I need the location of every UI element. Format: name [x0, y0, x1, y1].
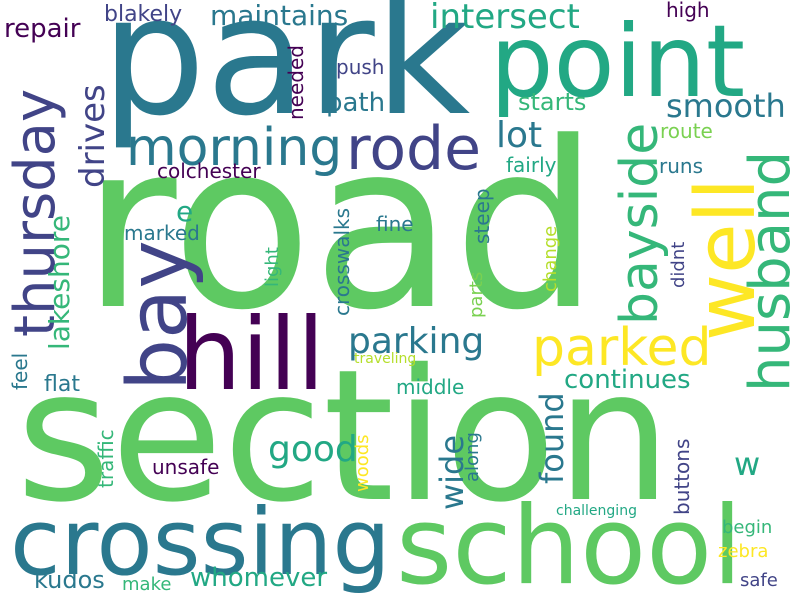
- word-w: w: [734, 445, 761, 483]
- word-morning: morning: [126, 118, 343, 178]
- word-school: school: [396, 484, 743, 600]
- word-section: section: [16, 330, 672, 542]
- word-fine: fine: [376, 212, 414, 236]
- word-park: park: [101, 0, 471, 152]
- word-middle: middle: [396, 375, 465, 399]
- word-rode: rode: [346, 114, 482, 184]
- word-smooth: smooth: [666, 87, 786, 125]
- word-change: change: [540, 225, 561, 292]
- word-hill: hill: [178, 296, 325, 413]
- word-make: make: [122, 574, 172, 595]
- word-found: found: [533, 392, 571, 484]
- word-bay: bay: [111, 240, 206, 391]
- word-zebra: zebra: [718, 541, 769, 562]
- word-maintains: maintains: [210, 0, 349, 32]
- word-repair: repair: [4, 14, 81, 44]
- word-point: point: [490, 3, 746, 120]
- word-high: high: [666, 0, 710, 22]
- word-fairly: fairly: [506, 153, 557, 177]
- word-challenging: challenging: [556, 503, 637, 519]
- word-flat: flat: [44, 372, 80, 397]
- word-along: along: [462, 432, 483, 482]
- word-needed: needed: [284, 45, 308, 120]
- word-traveling: traveling: [354, 351, 417, 367]
- word-lakeshore: lakeshore: [43, 215, 76, 350]
- word-drives: drives: [73, 84, 113, 188]
- word-colchester: colchester: [157, 159, 261, 183]
- word-husband: husband: [738, 150, 800, 392]
- word-marked: marked: [124, 221, 200, 245]
- word-starts: starts: [518, 88, 587, 116]
- word-lot: lot: [496, 115, 543, 156]
- word-kudos: kudos: [34, 566, 105, 594]
- word-runs: runs: [659, 154, 703, 178]
- word-push: push: [336, 55, 385, 79]
- word-light: light: [262, 247, 283, 287]
- word-continues: continues: [564, 365, 691, 395]
- word-whomever: whomever: [190, 563, 328, 593]
- word-safe: safe: [740, 570, 778, 591]
- word-road: road: [82, 94, 600, 361]
- word-intersect: intersect: [430, 0, 580, 37]
- word-buttons: buttons: [670, 438, 694, 515]
- word-woods: woods: [352, 434, 373, 492]
- word-begin: begin: [722, 517, 773, 538]
- word-feel: feel: [8, 352, 32, 390]
- word-path: path: [326, 88, 386, 118]
- word-parked: parked: [532, 318, 712, 378]
- word-didnt: didnt: [668, 241, 689, 288]
- word-good: good: [268, 429, 358, 470]
- word-parts: parts: [466, 271, 487, 318]
- word-parking: parking: [348, 321, 485, 362]
- word-crossing: crossing: [10, 489, 391, 596]
- word-steep: steep: [470, 188, 494, 244]
- word-traffic: traffic: [94, 429, 118, 488]
- word-unsafe: unsafe: [152, 455, 220, 479]
- word-e: e: [176, 195, 194, 228]
- word-blakely: blakely: [104, 2, 183, 27]
- word-crosswalks: crosswalks: [330, 207, 354, 316]
- word-route: route: [660, 119, 713, 143]
